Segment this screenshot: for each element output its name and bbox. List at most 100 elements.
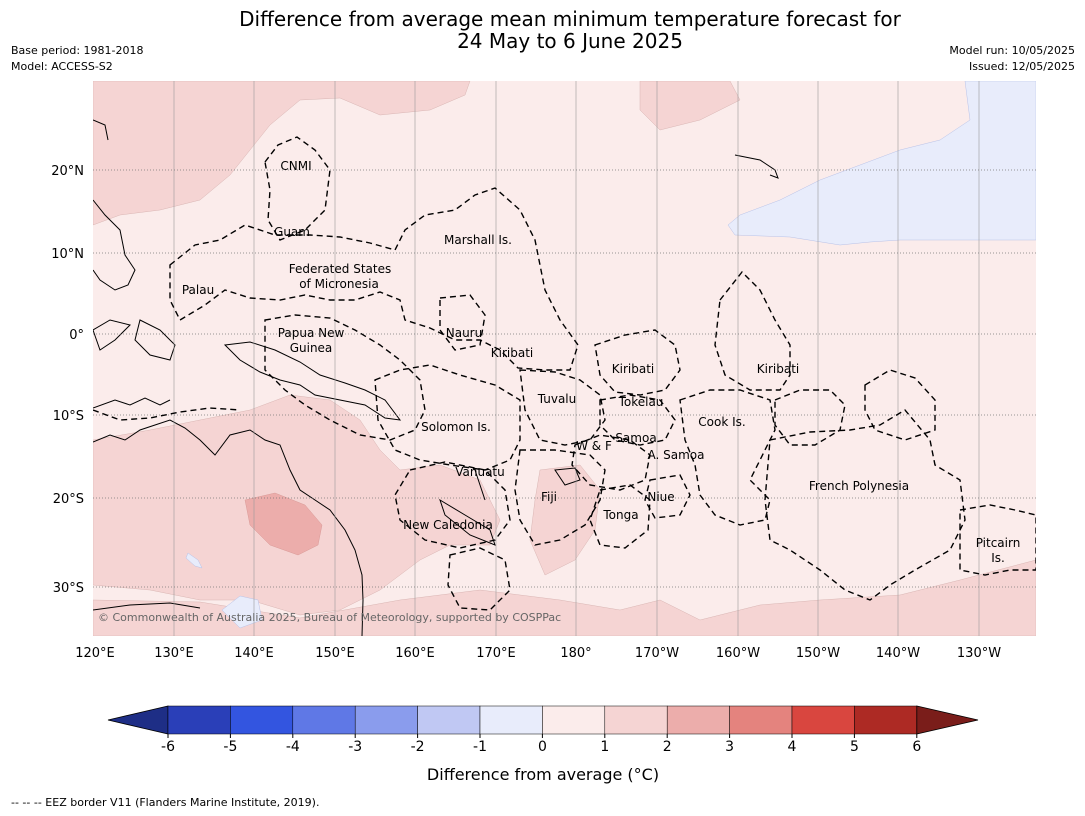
anomaly-zone-cool bbox=[727, 81, 1036, 246]
colorbar-tick-label: -5 bbox=[223, 739, 237, 755]
eez-norfolk bbox=[447, 547, 511, 611]
colorbar-tick-label: 3 bbox=[725, 739, 734, 755]
sulawesi-coast bbox=[134, 319, 176, 361]
eez-solomon bbox=[374, 364, 521, 471]
region-label: Solomon Is. bbox=[421, 420, 491, 434]
colorbar-tick-label: -2 bbox=[411, 739, 425, 755]
colorbar-tick-label: 1 bbox=[600, 739, 609, 755]
eez-borders bbox=[93, 136, 1036, 611]
region-label: Papua New bbox=[278, 326, 345, 340]
lon-label: 150°W bbox=[796, 646, 840, 661]
anomaly-zone-hotspot bbox=[244, 492, 323, 556]
lat-label: 20°N bbox=[51, 164, 84, 179]
colorbar-segment bbox=[417, 705, 481, 735]
region-label: Nauru bbox=[446, 326, 482, 340]
base-period: Base period: 1981-2018 bbox=[11, 44, 144, 57]
region-label: Palau bbox=[182, 283, 214, 297]
region-label: Guam bbox=[274, 225, 310, 239]
eez-tuvalu bbox=[519, 369, 606, 446]
region-label: Kiribati bbox=[757, 362, 799, 376]
eez-samoa bbox=[571, 434, 651, 491]
colorbar-segment bbox=[854, 705, 918, 735]
region-label: New Caledonia bbox=[403, 518, 493, 532]
region-label: Samoa bbox=[615, 431, 656, 445]
model-run: Model run: 10/05/2025 bbox=[949, 44, 1075, 57]
colorbar-segment bbox=[167, 705, 231, 735]
coastlines bbox=[93, 119, 779, 636]
region-label: A. Samoa bbox=[648, 448, 705, 462]
eez-niue bbox=[644, 474, 691, 519]
anomaly-zone-cool-small bbox=[185, 552, 203, 569]
region-label: Tonga bbox=[602, 508, 638, 522]
colorbar-segment bbox=[230, 705, 294, 735]
lon-label: 170°E bbox=[476, 646, 516, 661]
eez-tonga bbox=[589, 484, 651, 549]
meta-right: Model run: 10/05/2025 Issued: 12/05/2025 bbox=[949, 43, 1075, 75]
eez-pitcairn bbox=[959, 504, 1036, 576]
colorbar-tick-label: 0 bbox=[538, 739, 547, 755]
tasmania-coast bbox=[93, 602, 201, 611]
colorbar-segment bbox=[479, 705, 543, 735]
model-name: Model: ACCESS-S2 bbox=[11, 60, 113, 73]
colorbar-tick-label: -3 bbox=[348, 739, 362, 755]
colorbar-segment bbox=[791, 705, 855, 735]
eez-cook bbox=[679, 389, 776, 526]
region-label: Cook Is. bbox=[698, 415, 745, 429]
fiji-coast bbox=[554, 467, 581, 486]
region-label: Marshall Is. bbox=[444, 233, 512, 247]
region-label: Tokelau bbox=[618, 395, 664, 409]
region-label: CNMI bbox=[280, 159, 311, 173]
colorbar-tick-label: 5 bbox=[850, 739, 859, 755]
lat-label: 20°S bbox=[53, 492, 84, 507]
lon-label: 170°W bbox=[635, 646, 679, 661]
parallels bbox=[93, 169, 1036, 588]
colorbar-tick-label: -4 bbox=[286, 739, 300, 755]
eez-micronesia bbox=[169, 187, 579, 371]
colorbar-tick-label: 4 bbox=[788, 739, 797, 755]
eez-footnote: -- -- -- EEZ border V11 (Flanders Marine… bbox=[11, 796, 320, 809]
colorbar-extend-low bbox=[107, 705, 169, 735]
colorbar-segment bbox=[354, 705, 418, 735]
eez-vanuatu-nc bbox=[394, 461, 511, 549]
meta-left: Base period: 1981-2018 Model: ACCESS-S2 bbox=[11, 43, 143, 75]
region-label: Kiribati bbox=[491, 346, 533, 360]
colorbar-segment bbox=[542, 705, 606, 735]
taiwan-coast bbox=[93, 119, 109, 141]
eez-kiribati-phoenix bbox=[594, 329, 681, 396]
colorbar-segment bbox=[729, 705, 793, 735]
new-guinea-coast bbox=[223, 341, 402, 421]
lat-label: 10°N bbox=[51, 247, 84, 262]
region-label: Kiribati bbox=[612, 362, 654, 376]
anomaly-zone-north-central bbox=[639, 81, 741, 131]
region-label: Guinea bbox=[290, 341, 333, 355]
lon-label: 160°E bbox=[395, 646, 435, 661]
new-caledonia-coast bbox=[439, 498, 496, 546]
colorbar: -6 -5 -4 -3 -2 -1 0 1 2 3 4 5 6 bbox=[107, 705, 979, 755]
colorbar-tick-label: 6 bbox=[912, 739, 921, 755]
region-label: of Micronesia bbox=[299, 277, 379, 291]
eez-cnmi bbox=[264, 136, 331, 241]
region-label: Pitcairn bbox=[976, 536, 1021, 550]
eez-marquesas bbox=[864, 369, 936, 441]
colorbar-segment bbox=[666, 705, 730, 735]
longitude-labels: 120°E 130°E 140°E 150°E 160°E 170°E 180° 170°W 1… bbox=[75, 646, 1001, 661]
title-line-1: Difference from average mean minimum tem… bbox=[239, 7, 901, 31]
colorbar-tick-label: -1 bbox=[473, 739, 487, 755]
anomaly-zone-cool-south bbox=[221, 595, 263, 629]
australia-coast bbox=[93, 419, 364, 636]
lon-label: 160°W bbox=[716, 646, 760, 661]
region-label: French Polynesia bbox=[809, 479, 909, 493]
timor-coast bbox=[93, 397, 171, 409]
region-label: Federated States bbox=[289, 262, 391, 276]
lon-label: 150°E bbox=[315, 646, 355, 661]
latitude-labels: 20°N 10°N 0° 10°S 20°S 30°S bbox=[51, 164, 84, 596]
lon-label: 130°W bbox=[957, 646, 1001, 661]
copyright-text: © Commonwealth of Australia 2025, Bureau… bbox=[98, 611, 561, 624]
lon-label: 140°W bbox=[876, 646, 920, 661]
anomaly-zone-south bbox=[93, 559, 1036, 636]
issued-date: Issued: 12/05/2025 bbox=[968, 60, 1075, 73]
colorbar-label: Difference from average (°C) bbox=[427, 765, 659, 784]
lat-label: 10°S bbox=[53, 409, 84, 424]
borneo-coast bbox=[93, 319, 131, 351]
